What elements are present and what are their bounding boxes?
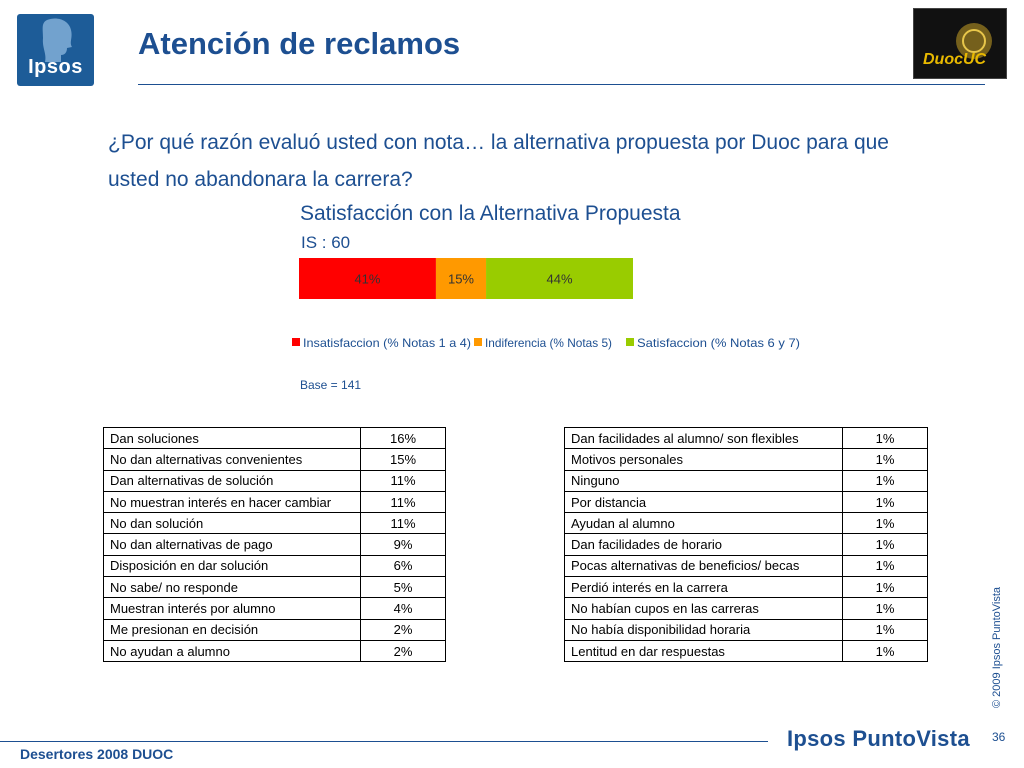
reason-percent: 2% <box>360 618 446 641</box>
reasons-table-right: Dan facilidades al alumno/ son flexibles… <box>564 426 928 663</box>
table-row: Muestran interés por alumno 4% <box>103 597 446 620</box>
legend-swatch <box>474 338 482 346</box>
table-row: No ayudan a alumno 2% <box>103 639 446 663</box>
reason-percent: 2% <box>360 639 446 663</box>
reason-percent: 15% <box>360 448 446 471</box>
reason-percent: 1% <box>842 554 928 578</box>
table-row: Dan facilidades al alumno/ son flexibles… <box>564 426 928 450</box>
reason-percent: 16% <box>360 426 446 450</box>
reason-percent: 11% <box>360 469 446 492</box>
reason-label: No muestran interés en hacer cambiar <box>103 490 361 514</box>
reason-label: Dan soluciones <box>103 426 361 450</box>
reason-percent: 11% <box>360 512 446 535</box>
table-row: No dan solución 11% <box>103 512 446 535</box>
bar-data-label: 44% <box>547 272 573 287</box>
reason-label: No había disponibilidad horaria <box>564 618 843 641</box>
reason-label: Dan facilidades de horario <box>564 533 843 556</box>
table-row: Me presionan en decisión 2% <box>103 618 446 641</box>
table-row: No sabe/ no responde 5% <box>103 576 446 599</box>
reason-percent: 1% <box>842 469 928 492</box>
bar-data-label: 41% <box>354 272 380 287</box>
table-row: Lentitud en dar respuestas 1% <box>564 639 928 663</box>
table-row: Dan soluciones 16% <box>103 426 446 450</box>
reason-label: No ayudan a alumno <box>103 639 361 663</box>
chart-subtitle: IS : 60 <box>301 233 351 252</box>
reason-label: No dan alternativas convenientes <box>103 448 361 471</box>
bar-segment-2 <box>435 258 487 299</box>
page-title: Atención de reclamos <box>138 26 461 61</box>
reason-percent: 9% <box>360 533 446 556</box>
duoc-logo-text: DuocUC <box>923 51 987 68</box>
reason-percent: 1% <box>842 448 928 471</box>
table-row: Pocas alternativas de beneficios/ becas 1… <box>564 554 928 578</box>
reason-label: No dan solución <box>103 512 361 535</box>
legend-label: Insatisfaccion (% Notas 1 a 4) <box>303 336 471 350</box>
header-divider <box>138 84 985 85</box>
bar-data-label: 15% <box>448 272 474 287</box>
reason-percent: 1% <box>842 533 928 556</box>
copyright-text: © 2009 Ipsos PuntoVista <box>991 586 1003 708</box>
reason-label: Pocas alternativas de beneficios/ becas <box>564 554 843 578</box>
reason-label: Perdió interés en la carrera <box>564 576 843 599</box>
legend-swatch <box>626 338 634 346</box>
reason-percent: 1% <box>842 490 928 514</box>
table-row: Dan alternativas de solución 11% <box>103 469 446 492</box>
footer-divider <box>0 741 768 742</box>
table-row: Dan facilidades de horario 1% <box>564 533 928 556</box>
table-row: Ayudan al alumno 1% <box>564 512 928 535</box>
reason-label: No sabe/ no responde <box>103 576 361 599</box>
reason-percent: 1% <box>842 618 928 641</box>
reason-label: Disposición en dar solución <box>103 554 361 578</box>
reason-label: Ayudan al alumno <box>564 512 843 535</box>
survey-question: ¿Por qué razón evaluó usted con nota… la… <box>108 131 889 191</box>
reason-label: Me presionan en decisión <box>103 618 361 641</box>
table-row: No muestran interés en hacer cambiar 11% <box>103 490 446 514</box>
reason-label: Motivos personales <box>564 448 843 471</box>
crest-icon <box>956 23 992 59</box>
table-row: No dan alternativas convenientes 15% <box>103 448 446 471</box>
footer-study-name: Desertores 2008 DUOC <box>20 746 174 762</box>
reason-percent: 6% <box>360 554 446 578</box>
table-row: No habían cupos en las carreras 1% <box>564 597 928 620</box>
reason-label: Por distancia <box>564 490 843 514</box>
reason-label: Dan facilidades al alumno/ son flexibles <box>564 426 843 450</box>
reason-percent: 1% <box>842 426 928 450</box>
legend-label: Satisfaccion (% Notas 6 y 7) <box>637 336 800 350</box>
bar-segment-1 <box>299 258 436 299</box>
reason-percent: 1% <box>842 639 928 663</box>
table-row: No dan alternativas de pago 9% <box>103 533 446 556</box>
reason-label: Ninguno <box>564 469 843 492</box>
table-row: Disposición en dar solución 6% <box>103 554 446 578</box>
reason-percent: 4% <box>360 597 446 620</box>
reason-label: Muestran interés por alumno <box>103 597 361 620</box>
reason-label: Lentitud en dar respuestas <box>564 639 843 663</box>
ipsos-logo-text: Ipsos <box>28 56 83 78</box>
reason-label: Dan alternativas de solución <box>103 469 361 492</box>
duoc-logo: DuocUC <box>913 8 1007 79</box>
chart-title: Satisfacción con la Alternativa Propuest… <box>300 202 681 225</box>
table-row: Por distancia 1% <box>564 490 928 514</box>
reason-percent: 11% <box>360 490 446 514</box>
stacked-bar-chart: 41% 15% 44% Insatisfaccion (% Notas 1 a 4) I… <box>292 258 800 350</box>
reason-percent: 5% <box>360 576 446 599</box>
table-row: No había disponibilidad horaria 1% <box>564 618 928 641</box>
reasons-table-left: Dan soluciones 16% No dan alternativas con… <box>103 426 446 663</box>
table-row: Ninguno 1% <box>564 469 928 492</box>
page-number: 36 <box>992 730 1006 744</box>
profile-head-icon <box>42 18 72 62</box>
ipsos-puntovista-logo: Ipsos PuntoVista <box>787 726 970 751</box>
legend-label: Indiferencia (% Notas 5) <box>485 336 612 350</box>
reason-label: No habían cupos en las carreras <box>564 597 843 620</box>
bar-segment-3 <box>486 258 633 299</box>
base-note: Base = 141 <box>300 378 362 392</box>
reason-percent: 1% <box>842 512 928 535</box>
table-row: Motivos personales 1% <box>564 448 928 471</box>
reason-percent: 1% <box>842 576 928 599</box>
ipsos-logo: Ipsos <box>17 14 94 86</box>
reason-label: No dan alternativas de pago <box>103 533 361 556</box>
reason-percent: 1% <box>842 597 928 620</box>
legend-swatch <box>292 338 300 346</box>
table-row: Perdió interés en la carrera 1% <box>564 576 928 599</box>
